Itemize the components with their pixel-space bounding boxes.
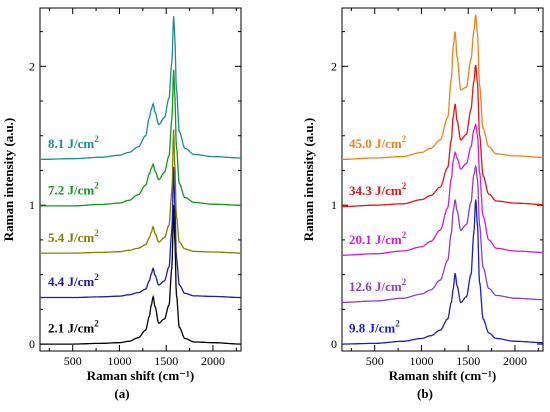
series-label-a-3: 7.2 J/cm2 (48, 181, 99, 198)
y-tick-label: 2 (29, 59, 35, 73)
y-tick-label: 0 (331, 337, 337, 351)
series-label-b-3: 34.3 J/cm2 (349, 181, 407, 198)
series-label-b-0: 9.8 J/cm2 (349, 319, 400, 336)
x-tick-label: 2000 (201, 354, 225, 368)
series-line-b-2 (342, 122, 543, 256)
series-line-a-4 (40, 16, 241, 161)
y-tick-label: 1 (29, 198, 35, 212)
series-label-a-1: 4.4 J/cm2 (48, 272, 99, 289)
panel-label: (b) (417, 386, 433, 401)
series-label-a-2: 5.4 J/cm2 (48, 228, 99, 245)
series-line-a-2 (40, 129, 241, 254)
plot-frame (341, 7, 544, 352)
series-line-b-1 (342, 164, 543, 304)
plot-frame (39, 7, 242, 352)
x-tick-label: 1000 (107, 354, 131, 368)
series-line-b-4 (342, 14, 543, 161)
series-label-b-4: 45.0 J/cm2 (349, 134, 407, 151)
series-label-a-4: 8.1 J/cm2 (48, 134, 99, 151)
series-line-b-3 (342, 64, 543, 208)
x-axis-label: Raman shift (cm⁻¹) (389, 368, 497, 383)
y-tick-label: 0 (29, 337, 35, 351)
x-tick-label: 500 (64, 354, 82, 368)
y-tick-label: 1 (331, 198, 337, 212)
panel-label: (a) (114, 386, 129, 401)
x-axis-label: Raman shift (cm⁻¹) (87, 368, 195, 383)
series-line-a-3 (40, 69, 241, 207)
series-line-b-0 (342, 199, 543, 345)
series-line-a-1 (40, 166, 241, 299)
y-tick-label: 2 (331, 59, 337, 73)
series-label-a-0: 2.1 J/cm2 (48, 319, 99, 336)
x-tick-label: 1000 (409, 354, 433, 368)
panel-a: 500 1000 1500 2000 0 1 2 Raman shift (cm⁻¹) Rama… (1, 7, 242, 401)
y-axis-label: Raman intensity (a.u.) (301, 118, 316, 242)
panel-b: 500 1000 1500 2000 0 1 2 Raman shift (cm⁻¹) Rama… (301, 7, 544, 401)
x-tick-label: 1500 (154, 354, 178, 368)
series-label-b-2: 20.1 J/cm2 (349, 230, 407, 247)
series-label-b-1: 12.6 J/cm2 (349, 277, 407, 294)
series-line-a-0 (40, 205, 241, 345)
curves (40, 16, 241, 345)
x-tick-label: 1500 (456, 354, 480, 368)
y-axis-label: Raman intensity (a.u.) (1, 118, 16, 242)
x-tick-label: 500 (366, 354, 384, 368)
curves (342, 14, 543, 345)
x-tick-label: 2000 (503, 354, 527, 368)
